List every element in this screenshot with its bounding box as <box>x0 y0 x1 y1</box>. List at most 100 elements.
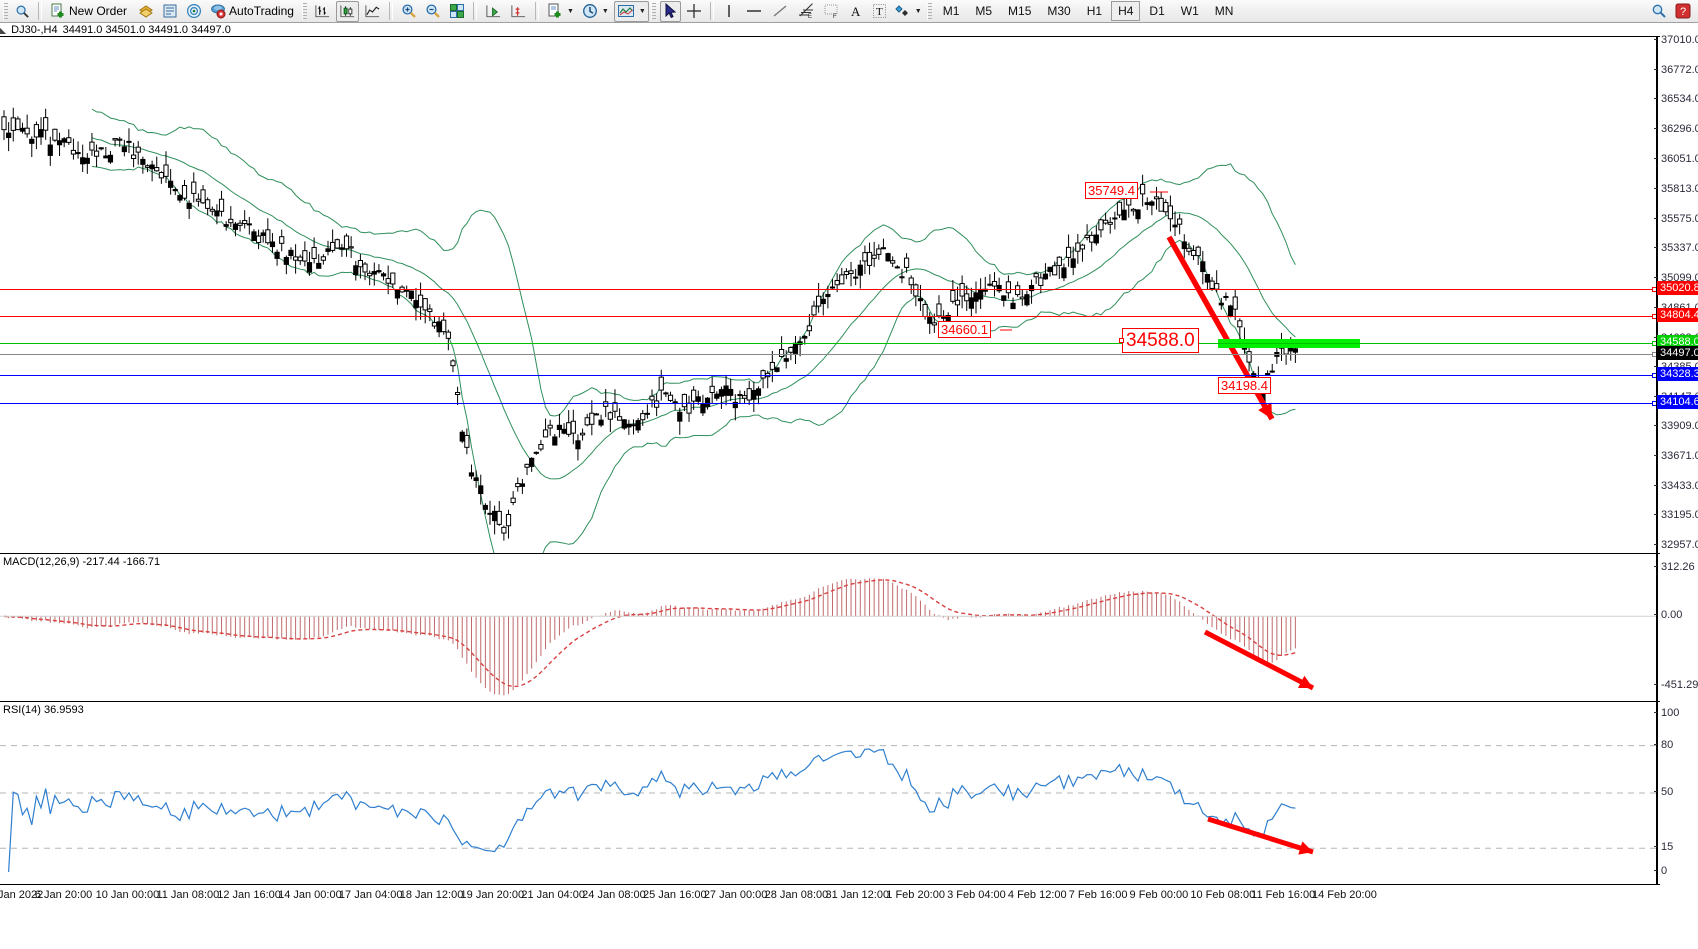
macd-pane[interactable]: MACD(12,26,9) -217.44 -166.71 <box>0 553 1660 702</box>
macd-tick: 312.26 <box>1654 562 1695 573</box>
rsi-scale[interactable]: 100 80 50 15 0 <box>1653 701 1698 884</box>
indicators-icon[interactable]: ▼ <box>544 1 577 22</box>
chart-shift-icon[interactable] <box>482 1 505 22</box>
tile-windows-icon[interactable] <box>446 1 468 22</box>
search-icon[interactable] <box>1648 1 1670 22</box>
chevron-down-icon-2[interactable]: ▼ <box>601 7 609 15</box>
price-level-badge[interactable]: 34588.0 <box>1657 334 1698 349</box>
macd-downtrend-arrow[interactable] <box>1203 629 1315 691</box>
toolbar-grip[interactable] <box>3 2 8 20</box>
chevron-down-icon-3[interactable]: ▼ <box>638 7 646 15</box>
price-pane[interactable]: 35749.4 34660.1 34588.0 34198.4 <box>0 36 1660 554</box>
annotation-anchor <box>1119 337 1124 343</box>
price-tick: 37010.0 <box>1654 35 1698 46</box>
toolbar-grip-3[interactable] <box>650 2 656 20</box>
autotrading-label: AutoTrading <box>229 4 294 18</box>
auto-scroll-icon[interactable] <box>507 1 530 22</box>
magnifier-small-icon[interactable] <box>12 1 33 22</box>
annotation-swing-low-2[interactable]: 34198.4 <box>1218 377 1271 394</box>
layers-icon[interactable] <box>135 1 157 22</box>
price-level-badge[interactable]: 34497.0 <box>1657 346 1698 361</box>
crosshair-icon[interactable] <box>683 1 705 22</box>
svg-text:A: A <box>851 4 861 19</box>
price-scale[interactable]: 37010.0 36772.0 36534.0 36296.0 36051.0 35813… <box>1654 35 1698 553</box>
price-level-line-resistance[interactable] <box>0 286 1657 292</box>
price-tick: 33195.0 <box>1654 510 1698 521</box>
timeframe-w1[interactable]: W1 <box>1180 4 1199 18</box>
signals-icon[interactable] <box>183 1 205 22</box>
price-level-line-support[interactable] <box>0 401 1657 406</box>
annotation-support-zone[interactable]: 34588.0 <box>1119 328 1199 353</box>
chevron-down-icon-4[interactable]: ▼ <box>914 7 922 15</box>
annotation-swing-high[interactable]: 35749.4 <box>1085 182 1138 199</box>
line-chart-icon[interactable] <box>361 1 384 22</box>
shapes-icon[interactable]: ▼ <box>892 1 925 22</box>
timeframe-m30[interactable]: M30 <box>1047 4 1071 18</box>
timeframe-mn[interactable]: MN <box>1214 4 1234 18</box>
price-level-badge[interactable]: 35020.8 <box>1657 280 1698 295</box>
time-scale[interactable]: Jan 2022 6 Jan 20:00 10 Jan 00:00 11 Jan 08… <box>0 884 1660 908</box>
price-level-badge[interactable]: 34104.6 <box>1657 395 1698 409</box>
text-icon[interactable]: A <box>846 1 867 22</box>
price-level-badge[interactable]: 34328.3 <box>1657 367 1698 382</box>
toolbar-right-group: ? <box>1647 1 1698 22</box>
chart-area[interactable]: 35749.4 34660.1 34588.0 34198.4 MACD(12,26,… <box>0 35 1698 949</box>
macd-chart-canvas <box>0 578 1656 696</box>
data-window-icon[interactable] <box>159 1 181 22</box>
price-tick: 35575.0 <box>1654 213 1698 224</box>
templates-icon[interactable]: ▼ <box>613 0 649 22</box>
timeframe-d1[interactable]: D1 <box>1149 4 1165 18</box>
toolbar-grip-2[interactable] <box>301 2 307 20</box>
cursor-icon[interactable] <box>659 0 681 22</box>
autotrading-button[interactable]: AutoTrading <box>207 1 300 22</box>
timeframe-m5[interactable]: M5 <box>975 4 993 18</box>
price-level-line-support[interactable] <box>0 373 1657 379</box>
rsi-tick: 15 <box>1653 842 1673 853</box>
svg-text:?: ? <box>1680 6 1686 18</box>
price-level-line-current-price[interactable] <box>0 352 1657 358</box>
ohlc-values: 34491.0 34501.0 34491.0 34497.0 <box>62 24 231 36</box>
price-tick: 35337.0 <box>1654 243 1698 254</box>
annotation-swing-low-1[interactable]: 34660.1 <box>938 321 991 338</box>
time-tick-label: 19 Jan 20:00 <box>460 889 525 901</box>
timeframe-m1[interactable]: M1 <box>942 4 960 18</box>
macd-scale[interactable]: 312.26 0.00 -451.29 <box>1653 553 1698 701</box>
time-tick-label: 11 Jan 08:00 <box>156 889 220 901</box>
svg-text:E: E <box>808 14 812 19</box>
horizontal-line-icon[interactable] <box>742 1 766 22</box>
text-label-icon[interactable]: F <box>820 1 844 22</box>
candlestick-chart-icon[interactable] <box>335 0 359 22</box>
fibonacci-icon[interactable]: E <box>794 1 818 22</box>
time-tick-label: 31 Jan 12:00 <box>825 889 890 901</box>
chevron-down-icon[interactable]: ▼ <box>566 7 574 15</box>
vertical-line-icon[interactable] <box>719 1 740 22</box>
timeframe-m15[interactable]: M15 <box>1008 4 1032 18</box>
help-icon[interactable]: ? <box>1672 1 1694 22</box>
macd-tick: 0.00 <box>1653 610 1682 621</box>
new-order-button[interactable]: New Order <box>47 1 133 22</box>
price-tick: 35099.0 <box>1654 273 1698 284</box>
time-tick-label: 1 Feb 20:00 <box>886 889 945 901</box>
trendline-icon[interactable] <box>768 1 792 22</box>
rsi-downtrend-arrow[interactable] <box>1207 816 1314 855</box>
time-tick-label: 10 Jan 00:00 <box>95 889 160 901</box>
symbol-marker-icon: ◣ <box>0 25 7 35</box>
period-icon[interactable]: ▼ <box>579 1 612 22</box>
zoom-in-icon[interactable] <box>398 1 420 22</box>
price-level-line-support[interactable] <box>0 340 1657 346</box>
time-tick-label: 21 Jan 04:00 <box>521 889 585 901</box>
textbox-icon[interactable]: T <box>869 1 890 22</box>
toolbar-grip-4[interactable] <box>926 2 932 20</box>
time-tick-label: 28 Jan 08:00 <box>764 889 829 901</box>
timeframe-h4[interactable]: H4 <box>1111 1 1141 21</box>
price-level-line-resistance[interactable] <box>0 313 1657 319</box>
time-tick-label: 4 Feb 12:00 <box>1007 889 1067 901</box>
price-chart-canvas <box>1 107 1298 553</box>
time-tick-label: 12 Jan 16:00 <box>217 889 281 901</box>
timeframe-h1[interactable]: H1 <box>1086 4 1103 18</box>
bar-chart-icon[interactable] <box>311 1 334 22</box>
time-tick-label: 17 Jan 04:00 <box>338 889 403 901</box>
rsi-pane[interactable]: RSI(14) 36.9593 <box>0 701 1660 885</box>
zoom-out-icon[interactable] <box>422 1 444 22</box>
price-level-badge[interactable]: 34804.4 <box>1657 307 1698 322</box>
